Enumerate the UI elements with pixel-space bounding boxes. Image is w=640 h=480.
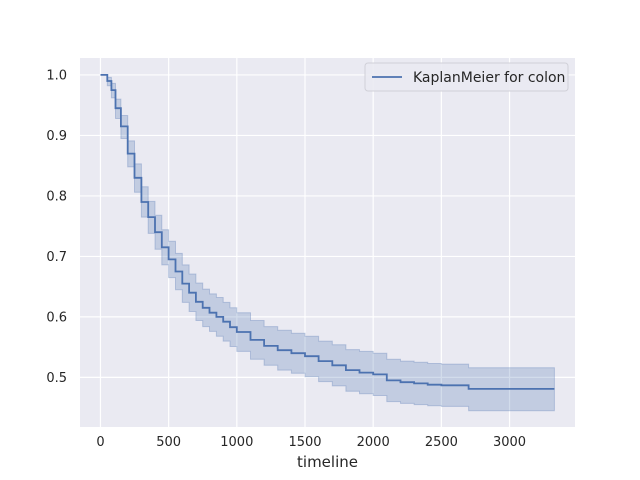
x-axis-label: timeline xyxy=(297,453,358,471)
grid xyxy=(80,58,575,427)
x-tick-label: 0 xyxy=(96,435,104,450)
y-tick-label: 0.5 xyxy=(46,371,67,386)
x-tick-label: 2000 xyxy=(357,435,390,450)
x-tick-label: 1500 xyxy=(288,435,321,450)
legend: KaplanMeier for colon xyxy=(364,62,569,92)
x-tick-label: 2500 xyxy=(425,435,458,450)
x-tick-label: 1000 xyxy=(220,435,253,450)
y-tick-label: 0.9 xyxy=(46,129,67,144)
y-axis-ticks: 0.5 0.6 0.7 0.8 0.9 1.0 xyxy=(46,68,67,385)
y-tick-label: 0.8 xyxy=(46,189,67,204)
legend-box xyxy=(364,62,569,92)
x-tick-label: 3000 xyxy=(493,435,526,450)
y-tick-label: 0.6 xyxy=(46,310,67,325)
y-tick-label: 0.7 xyxy=(46,250,67,265)
y-tick-label: 1.0 xyxy=(46,68,67,83)
series-layer xyxy=(100,74,555,412)
x-tick-label: 500 xyxy=(156,435,181,450)
legend-label: KaplanMeier for colon xyxy=(413,70,565,86)
survival-line xyxy=(100,74,555,390)
x-axis-ticks: 0 500 1000 1500 2000 2500 3000 xyxy=(96,435,526,450)
